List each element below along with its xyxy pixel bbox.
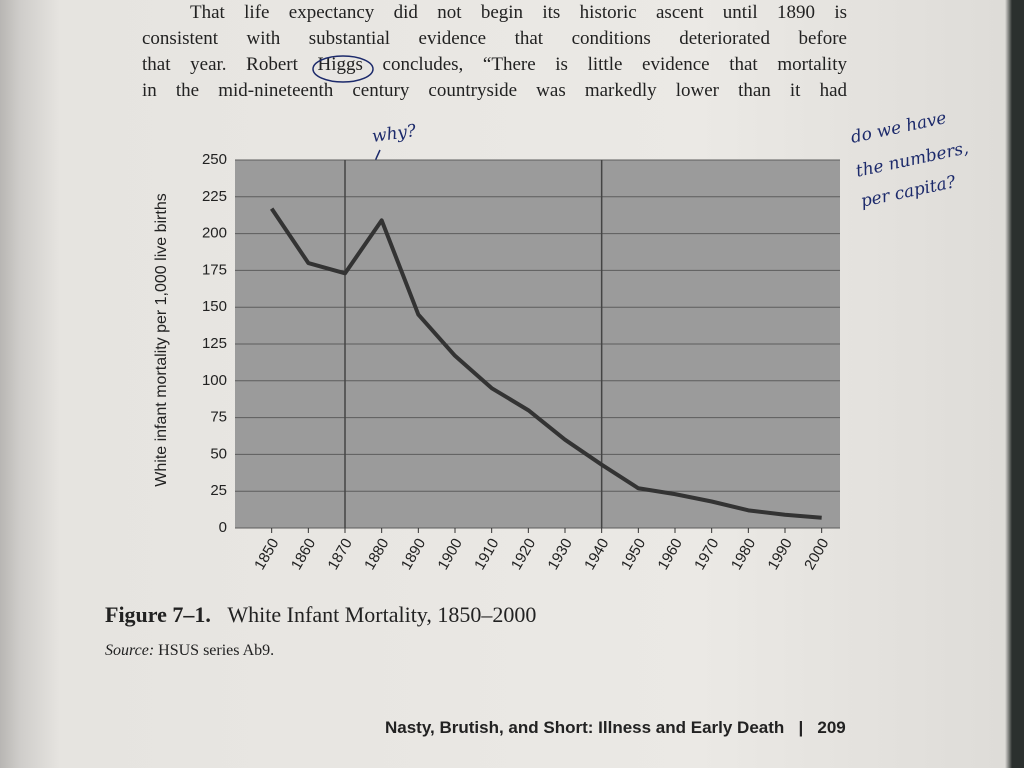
footer: Nasty, Brutish, and Short: Illness and E…	[385, 718, 846, 737]
y-tick-label: 175	[202, 261, 227, 278]
x-tick-label: 2000	[801, 535, 832, 572]
y-tick-label: 50	[210, 445, 227, 462]
paragraph-line: in the mid-nineteenth century countrysid…	[142, 80, 847, 101]
y-tick-label: 225	[202, 188, 227, 205]
source: Source: HSUS series Ab9.	[105, 642, 274, 660]
x-tick-label: 1880	[361, 535, 392, 572]
y-tick-label: 150	[202, 298, 227, 315]
footer-title: Nasty, Brutish, and Short: Illness and E…	[385, 718, 785, 737]
handwritten-circle	[312, 55, 374, 83]
y-tick-label: 250	[202, 151, 227, 168]
y-axis-label: White infant mortality per 1,000 live bi…	[153, 193, 170, 486]
paragraph-line: That life expectancy did not begin its h…	[190, 2, 847, 23]
paragraph-line: that year. Robert Higgs concludes, “Ther…	[142, 54, 847, 75]
y-tick-label: 125	[202, 335, 227, 352]
paragraph-line: consistent with substantial evidence tha…	[142, 28, 847, 49]
x-tick-label: 1970	[691, 535, 722, 572]
x-tick-label: 1990	[764, 535, 795, 572]
x-tick-label: 1980	[728, 535, 759, 572]
x-tick-label: 1860	[288, 535, 319, 572]
y-tick-label: 100	[202, 372, 227, 389]
x-tick-label: 1950	[618, 535, 649, 572]
data-line	[270, 207, 822, 520]
x-tick-label: 1850	[251, 535, 282, 572]
y-tick-label: 200	[202, 225, 227, 242]
caption: Figure 7–1. White Infant Mortality, 1850…	[105, 602, 536, 628]
source-text: HSUS series Ab9.	[158, 642, 275, 659]
x-tick-label: 1900	[434, 535, 465, 572]
x-tick-label: 1870	[324, 535, 355, 572]
x-tick-label: 1910	[471, 535, 502, 572]
x-tick-label: 1960	[654, 535, 685, 572]
x-tick-label: 1930	[544, 535, 575, 572]
x-tick-label: 1890	[398, 535, 429, 572]
page-number: 209	[817, 718, 846, 737]
caption-label: Figure 7–1.	[105, 602, 211, 627]
x-tick-label: 1920	[508, 535, 539, 572]
caption-title: White Infant Mortality, 1850–2000	[227, 602, 537, 627]
x-tick-label: 1940	[581, 535, 612, 572]
y-tick-label: 25	[210, 482, 227, 499]
y-tick-label: 0	[219, 519, 227, 536]
source-label: Source:	[105, 642, 155, 659]
y-tick-label: 75	[210, 409, 227, 426]
